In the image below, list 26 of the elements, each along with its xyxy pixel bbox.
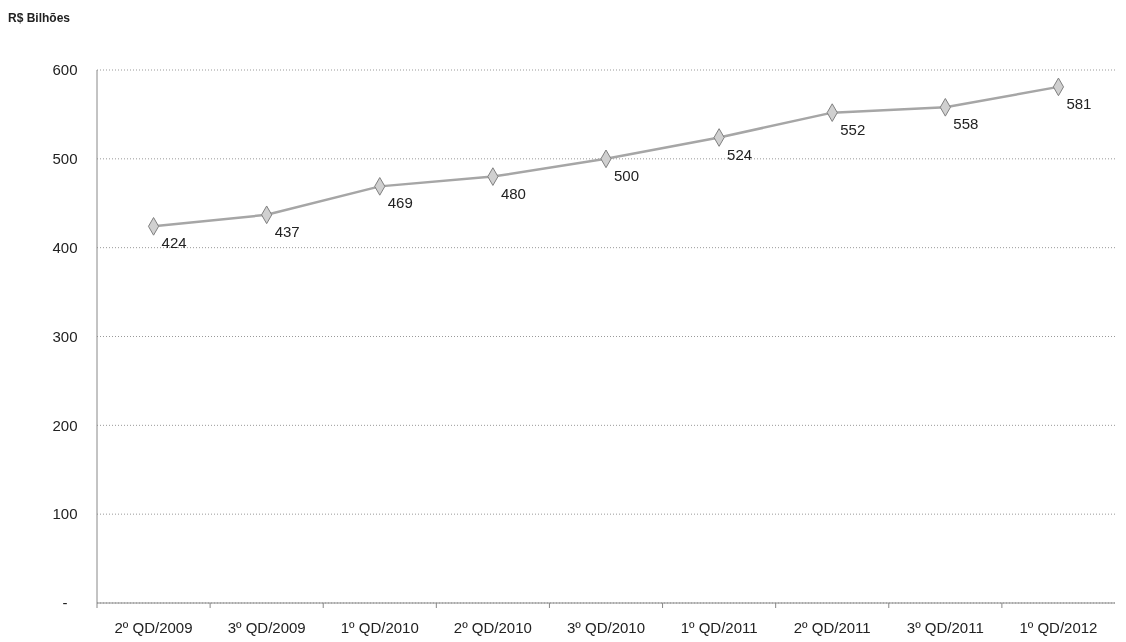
x-tick-label: 1º QD/2010	[340, 619, 419, 636]
data-label: 552	[840, 120, 866, 138]
y-tick-label: 300	[52, 327, 78, 345]
data-label: 500	[614, 166, 640, 184]
x-tick-label: 3º QD/2011	[906, 619, 984, 636]
y-axis-title: R$ Bilhões	[8, 11, 71, 25]
data-label: 558	[953, 115, 979, 133]
y-tick-label: 500	[52, 150, 78, 168]
y-tick-label: 400	[52, 238, 78, 256]
x-tick-label: 3º QD/2009	[227, 619, 306, 636]
x-tick-label: 2º QD/2011	[793, 619, 871, 636]
y-tick-label: 600	[52, 61, 78, 79]
data-label: 424	[161, 234, 187, 252]
x-tick-label: 3º QD/2010	[566, 619, 646, 636]
x-tick-label: 2º QD/2009	[114, 619, 193, 636]
data-label: 469	[387, 194, 413, 212]
data-label: 480	[500, 184, 526, 202]
y-tick-label: 100	[52, 505, 78, 523]
y-tick-label: -	[62, 594, 68, 612]
data-label: 437	[274, 222, 300, 240]
x-tick-label: 2º QD/2010	[453, 619, 532, 636]
data-label: 581	[1066, 94, 1092, 112]
y-tick-label: 200	[52, 416, 78, 434]
x-tick-label: 1º QD/2012	[1019, 619, 1098, 636]
data-label: 524	[727, 145, 753, 163]
x-tick-label: 1º QD/2011	[680, 619, 758, 636]
